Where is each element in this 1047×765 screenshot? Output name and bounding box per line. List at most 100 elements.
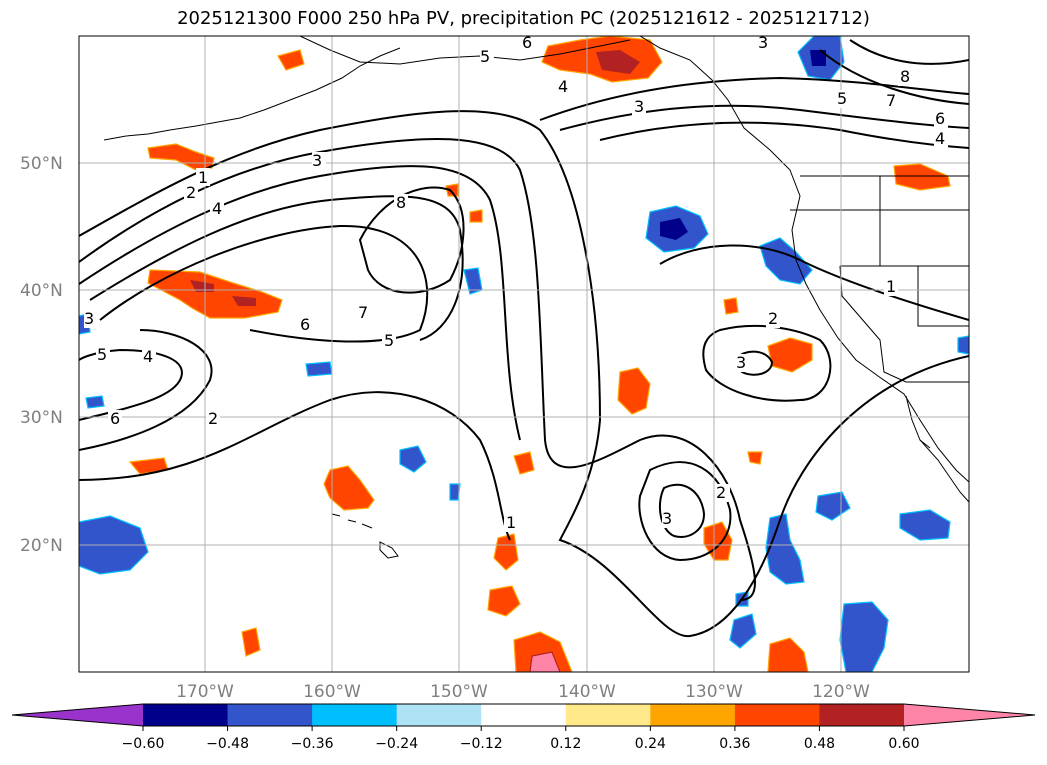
pv-contour-2-west	[659, 244, 969, 321]
precip-neg-blob	[729, 613, 757, 649]
colorbar-tick-label: 0.36	[719, 736, 750, 752]
contour-label: 2	[186, 183, 196, 202]
map-background	[79, 36, 969, 672]
precip-pos-blob	[513, 451, 535, 475]
pv-contour-3-loop	[734, 350, 774, 376]
contour-label: 4	[143, 347, 153, 366]
contour-label: 1	[886, 277, 896, 296]
lon-label: 130°W	[685, 682, 743, 702]
coastlines	[103, 36, 969, 559]
gridlines	[79, 36, 969, 672]
contour-label: 8	[396, 193, 406, 212]
longitude-axis: 170°W 160°W 150°W 140°W 130°W 120°W	[176, 682, 870, 702]
colorbar-segment	[227, 704, 313, 726]
colorbar-tick-label: −0.36	[291, 736, 334, 752]
colorbar-segment	[143, 704, 229, 726]
contour-label: 3	[634, 97, 644, 116]
contour-label-group: 5 6 4 3 3 3 1 2 4 8 6 7 5 3	[84, 33, 948, 532]
pv-contour-ne2	[559, 104, 969, 131]
precip-neg-blob	[399, 445, 427, 473]
contour-label: 5	[480, 47, 490, 66]
lat-label: 50°N	[20, 154, 63, 174]
precip-pos-blob	[241, 627, 261, 657]
precip-pos-blob	[323, 465, 375, 511]
plot-title: 2025121300 F000 250 hPa PV, precipitatio…	[177, 8, 870, 29]
colorbar-tick-label: 0.12	[550, 736, 581, 752]
precip-neg-core	[810, 50, 826, 66]
colorbar-tick-label: 0.24	[635, 736, 666, 752]
north-america-coast	[639, 36, 969, 483]
contour-label: 3	[736, 353, 746, 372]
contour-label: 4	[935, 129, 945, 148]
precip-pos-core	[529, 651, 561, 672]
pv-contour-left3	[79, 391, 511, 541]
pv-contour-4	[89, 195, 464, 341]
lat-label: 20°N	[20, 536, 63, 556]
precip-pos-blob	[487, 585, 521, 617]
colorbar-tick-label: 0.48	[804, 736, 835, 752]
precip-neg-blob	[79, 313, 969, 607]
lon-label: 150°W	[430, 682, 488, 702]
contour-label: 2	[208, 409, 218, 428]
pv-contour-3-south	[658, 483, 706, 538]
colorbar-segment	[481, 704, 567, 726]
contour-label: 4	[558, 77, 568, 96]
lon-label: 170°W	[176, 682, 234, 702]
colorbar-tick-label: 0.60	[888, 736, 919, 752]
contour-label: 1	[506, 513, 516, 532]
precip-pos-core	[596, 50, 640, 74]
lat-label: 30°N	[20, 408, 63, 428]
lon-label: 160°W	[303, 682, 361, 702]
contour-label: 5	[837, 89, 847, 108]
contour-label: 6	[110, 409, 120, 428]
precip-neg-blob	[899, 509, 951, 541]
colorbar-segment	[650, 704, 736, 726]
colorbar-tick-label: −0.48	[206, 736, 249, 752]
contour-label: 6	[522, 33, 532, 52]
pv-contour-ne3	[599, 121, 969, 149]
pv-contour-2-loop	[702, 324, 832, 402]
colorbar-segment	[312, 704, 398, 726]
mexico-coast	[919, 439, 931, 449]
colorbar-segment	[396, 704, 482, 726]
contour-label: 2	[716, 483, 726, 502]
precip-pos-blob	[893, 163, 951, 191]
lat-label: 40°N	[20, 281, 63, 301]
precip-pos-blob	[493, 533, 519, 571]
lon-label: 140°W	[558, 682, 616, 702]
pv-contour-ne	[539, 76, 969, 121]
colorbar: −0.60 −0.48 −0.36 −0.24 −0.12 0.12 0.24 0.36 0.4…	[11, 703, 1036, 752]
pv-contour-left	[79, 348, 183, 421]
contour-label: 6	[300, 315, 310, 334]
pv-contour-2-south	[638, 461, 732, 562]
contour-label: 1	[198, 168, 208, 187]
contour-label: 4	[212, 199, 222, 218]
colorbar-extend-min	[12, 704, 143, 726]
pv-contour-ne4	[849, 39, 969, 65]
colorbar-extend-max	[904, 704, 1035, 726]
contour-label: 3	[312, 151, 322, 170]
contour-label: 7	[358, 303, 368, 322]
colorbar-segment	[819, 704, 905, 726]
alaska-coast	[299, 36, 631, 65]
pv-contour-left2	[79, 329, 213, 451]
map-frame	[78, 35, 970, 673]
contour-label: 5	[97, 345, 107, 364]
pv-contour-2	[79, 137, 756, 601]
contour-label: 3	[758, 33, 768, 52]
precip-pos-blob	[617, 367, 651, 415]
state-border	[790, 176, 969, 383]
colorbar-segment	[565, 704, 651, 726]
pv-contour-ne5	[819, 49, 969, 105]
contour-label: 6	[935, 109, 945, 128]
hawaii-islands	[331, 513, 399, 559]
contour-label: 3	[662, 509, 672, 528]
pv-contour-1	[79, 110, 969, 638]
precip-pos-blob	[445, 183, 763, 465]
precip-pos-core	[190, 280, 256, 306]
contour-label: 8	[900, 67, 910, 86]
colorbar-tick-label: −0.60	[122, 736, 165, 752]
contour-label: 7	[886, 91, 896, 110]
precip-neg-core	[660, 218, 688, 240]
